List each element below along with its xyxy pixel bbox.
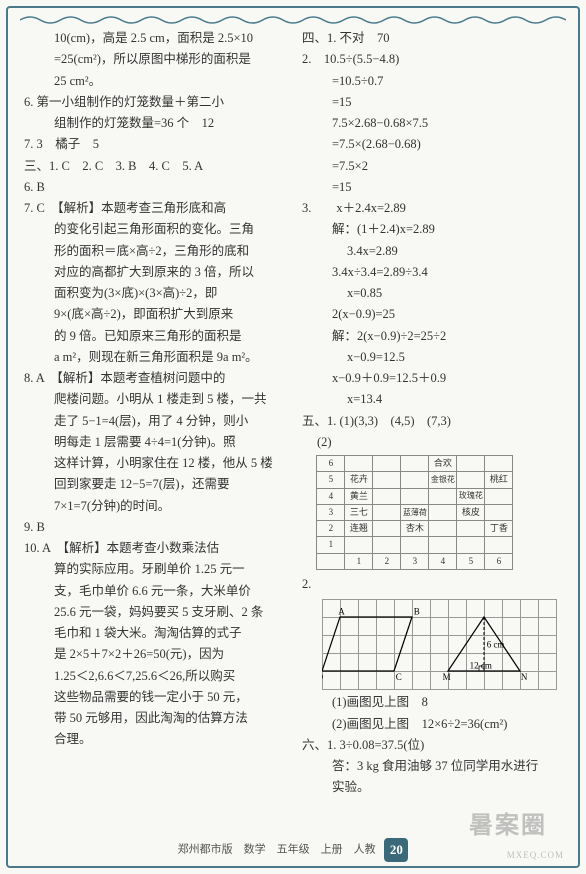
q4-3: 解：(1＋2.4)x=2.89 (302, 219, 562, 240)
page-footer: 郑州都市版 数学 五年级 上册 人教 20 (0, 838, 586, 862)
page-number: 20 (384, 838, 408, 862)
q3-8: 这样计算，小明家住在 12 楼，他从 5 楼 (24, 453, 284, 474)
q4-3: x−0.9＋0.9=12.5＋0.9 (302, 368, 562, 389)
q3-10: 合理。 (24, 729, 284, 750)
q4-2: =7.5×2 (302, 156, 562, 177)
left-column: 10(cm)，高是 2.5 cm，面积是 2.5×10 =25(cm²)，所以原… (24, 28, 284, 840)
q4-3: 2(x−0.9)=25 (302, 304, 562, 325)
q3-8: 7×1=7(分钟)的时间。 (24, 496, 284, 517)
q4-3: 3. x＋2.4x=2.89 (302, 198, 562, 219)
q4-2: =10.5÷0.7 (302, 71, 562, 92)
q7-line: 7. 3 橘子 5 (24, 134, 284, 155)
sec6-line: 实验。 (302, 777, 562, 798)
q4-2: 7.5×2.68−0.68×7.5 (302, 113, 562, 134)
flower-coordinate-grid: 6合欢5花卉金银花桃红4黄兰玫瑰花3三七蓝薄荷核皮2连翘杏木丁香1123456 (316, 455, 513, 570)
section-5: 五、1. (1)(3,3) (4,5) (7,3) (302, 411, 562, 432)
q3-10: 算的实际应用。牙刷单价 1.25 元一 (24, 559, 284, 580)
q4-3: x=13.4 (302, 389, 562, 410)
geo-answer: (2)画图见上图 12×6÷2=36(cm²) (302, 714, 562, 735)
q4-3: x=0.85 (302, 283, 562, 304)
q4-3: 解：2(x−0.9)÷2=25÷2 (302, 326, 562, 347)
q3-10: 10. A 【解析】本题考查小数乘法估 (24, 538, 284, 559)
q3-10: 是 2×5＋7×2＋26=50(元)，因为 (24, 644, 284, 665)
q3-8: 回到家要走 12−5=7(层)，还需要 (24, 474, 284, 495)
q3-7: 的变化引起三角形面积的变化。三角 (24, 219, 284, 240)
q6-line: 组制作的灯笼数量=36 个 12 (24, 113, 284, 134)
q3-7: 7. C 【解析】本题考查三角形底和高 (24, 198, 284, 219)
q3-8: 走了 5−1=4(层)，用了 4 分钟，则小 (24, 411, 284, 432)
q3-8: 8. A 【解析】本题考查植树问题中的 (24, 368, 284, 389)
q3-7: 对应的高都扩大到原来的 3 倍，所以 (24, 262, 284, 283)
q4-3: x−0.9=12.5 (302, 347, 562, 368)
content-area: 10(cm)，高是 2.5 cm，面积是 2.5×10 =25(cm²)，所以原… (24, 28, 562, 840)
q3-10: 这些物品需要的钱一定小于 50 元， (24, 687, 284, 708)
q4-2: =15 (302, 177, 562, 198)
q3-10: 25.6 元一袋，妈妈要买 5 支牙刷、2 条 (24, 602, 284, 623)
right-column: 四、1. 不对 70 2. 10.5÷(5.5−4.8) =10.5÷0.7 =… (302, 28, 562, 840)
sec6-line: 答：3 kg 食用油够 37 位同学用水进行 (302, 756, 562, 777)
geometry-grid: ABCDMN6 cm12 cm (322, 599, 562, 690)
q3-10: 毛巾和 1 袋大米。淘淘估算的式子 (24, 623, 284, 644)
text-line: 10(cm)，高是 2.5 cm，面积是 2.5×10 (24, 28, 284, 49)
q4-2: =7.5×(2.68−0.68) (302, 134, 562, 155)
q4-2: =15 (302, 92, 562, 113)
q3-7: 形的面积＝底×高÷2，三角形的底和 (24, 241, 284, 262)
q3-9: 9. B (24, 517, 284, 538)
q4-3: 3.4x÷3.4=2.89÷3.4 (302, 262, 562, 283)
q3-8: 爬楼问题。小明从 1 楼走到 5 楼，一共 (24, 389, 284, 410)
q4-3: 3.4x=2.89 (302, 241, 562, 262)
q3-10: 支，毛巾单价 6.6 元一条，大米单价 (24, 581, 284, 602)
q3-7: 的 9 倍。已知原来三角形的面积是 (24, 326, 284, 347)
section-6: 六、1. 3÷0.08=37.5(位) (302, 735, 562, 756)
q3-6: 6. B (24, 177, 284, 198)
q6-line: 6. 第一小组制作的灯笼数量＋第二小 (24, 92, 284, 113)
q3-7: 9×(底×高÷2)，即面积扩大到原来 (24, 304, 284, 325)
q3-7: a m²，则现在新三角形面积是 9a m²。 (24, 347, 284, 368)
geo-answer: (1)画图见上图 8 (302, 692, 562, 713)
q3-10: 带 50 元够用，因此淘淘的估算方法 (24, 708, 284, 729)
text-line: 25 cm²。 (24, 71, 284, 92)
q5-2-label: 2. (302, 574, 562, 595)
top-wave-decoration (20, 12, 566, 24)
q3-8: 明每走 1 层需要 4÷4=1(分钟)。照 (24, 432, 284, 453)
text-line: =25(cm²)，所以原图中梯形的面积是 (24, 49, 284, 70)
flower-grid-label: (2) (302, 432, 562, 453)
section-3: 三、1. C 2. C 3. B 4. C 5. A (24, 156, 284, 177)
q3-7: 面积变为(3×底)×(3×高)÷2，即 (24, 283, 284, 304)
section-4: 四、1. 不对 70 (302, 28, 562, 49)
q3-10: 1.25＜2,6.6＜7,25.6＜26,所以购买 (24, 666, 284, 687)
footer-text: 郑州都市版 数学 五年级 上册 人教 (178, 844, 376, 856)
q4-2: 2. 10.5÷(5.5−4.8) (302, 49, 562, 70)
